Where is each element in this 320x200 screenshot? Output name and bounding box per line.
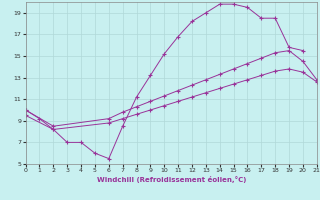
X-axis label: Windchill (Refroidissement éolien,°C): Windchill (Refroidissement éolien,°C) xyxy=(97,176,246,183)
